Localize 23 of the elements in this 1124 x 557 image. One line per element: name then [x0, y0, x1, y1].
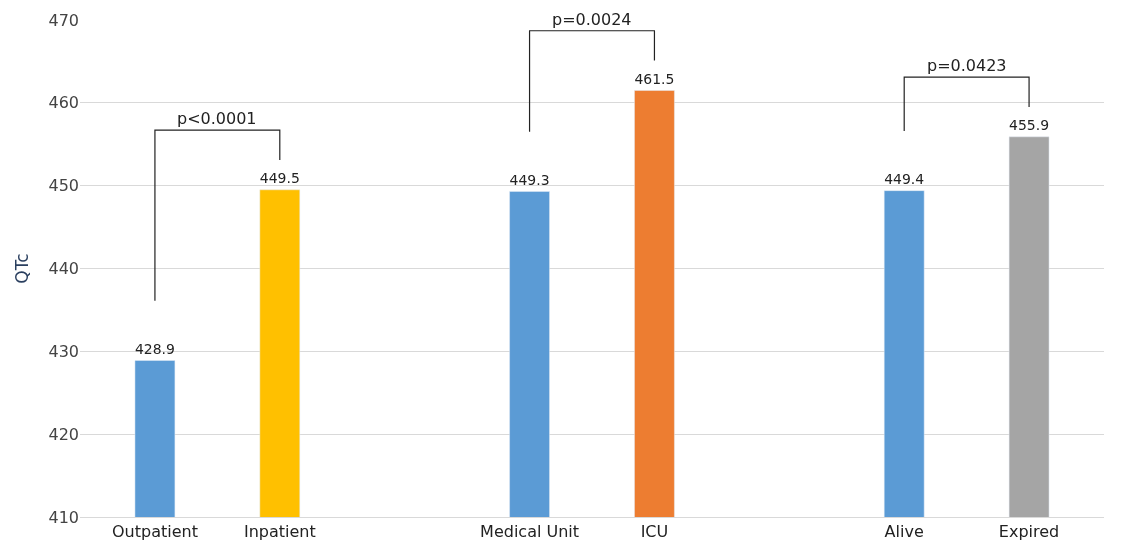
annotation: p<0.0001: [177, 109, 257, 128]
annotation: p=0.0024: [552, 10, 632, 29]
data-label: 455.9: [1009, 117, 1050, 134]
x-tick-label: Alive: [884, 522, 924, 542]
data-label: 428.9: [134, 340, 175, 357]
data-label: 461.5: [634, 70, 675, 87]
y-axis-title: QTc: [12, 253, 32, 284]
data-label: 449.3: [509, 171, 550, 188]
y-tick-label: 440: [48, 259, 79, 279]
x-tick-label: Expired: [998, 522, 1060, 542]
y-tick-label: 430: [48, 341, 79, 361]
x-tick-label: Inpatient: [243, 522, 316, 542]
y-tick-label: 450: [48, 176, 79, 196]
y-tick-label: 470: [48, 10, 79, 30]
y-tick-label: 410: [48, 507, 79, 527]
x-tick-label: ICU: [640, 522, 669, 542]
y-tick-label: 460: [48, 93, 79, 113]
x-tick-label: Medical Unit: [480, 522, 580, 542]
data-label: 449.4: [884, 171, 925, 188]
data-label: 449.5: [259, 170, 300, 187]
x-tick-label: Outpatient: [111, 522, 198, 542]
y-tick-label: 420: [48, 424, 79, 444]
annotation: p=0.0423: [927, 56, 1007, 75]
